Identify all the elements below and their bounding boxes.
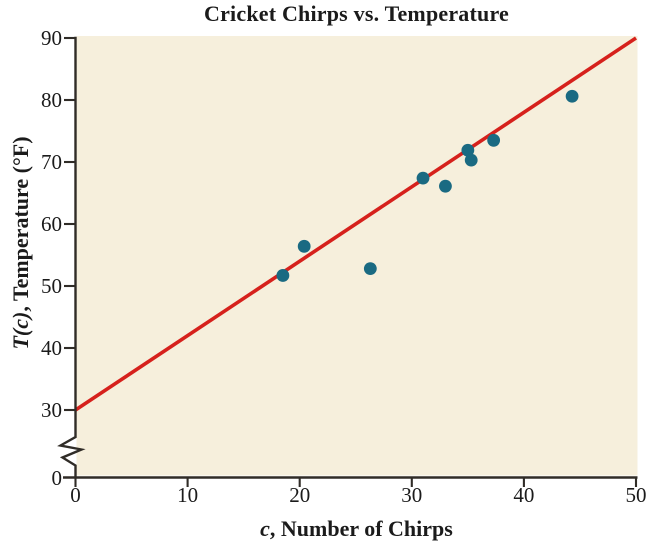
y-tick-label: 30: [41, 398, 62, 422]
x-tick-label: 10: [177, 483, 199, 507]
trend-line: [74, 36, 637, 412]
y-origin-label: 0: [51, 465, 63, 490]
x-tick-label: 50: [625, 483, 647, 507]
y-tick-label: 90: [41, 26, 62, 50]
x-tick-label: 20: [289, 483, 311, 507]
data-point: [439, 179, 452, 193]
y-tick-label: 60: [41, 212, 62, 236]
data-point: [461, 143, 475, 157]
x-tick-label: 30: [401, 483, 423, 507]
x-axis-label: c, Number of Chirps: [76, 516, 637, 542]
plot-area: [76, 36, 638, 476]
chart-title: Cricket Chirps vs. Temperature: [203, 1, 510, 26]
x-tick-label: 40: [513, 483, 535, 507]
x-axis-label-variable: c: [260, 516, 270, 541]
y-tick-label: 80: [41, 88, 62, 112]
data-point: [565, 89, 579, 103]
data-point: [363, 262, 377, 276]
data-point: [464, 153, 478, 167]
data-point: [487, 133, 501, 147]
data-point: [276, 269, 290, 282]
y-axis: [57, 36, 86, 478]
x-tick-label: 0: [70, 483, 81, 507]
y-tick-label: 70: [41, 150, 62, 174]
data-point: [297, 239, 311, 253]
y-tick-label: 50: [41, 274, 62, 298]
x-axis-label-text: , Number of Chirps: [269, 516, 453, 541]
data-point: [416, 171, 430, 185]
y-tick-label: 40: [41, 336, 62, 360]
